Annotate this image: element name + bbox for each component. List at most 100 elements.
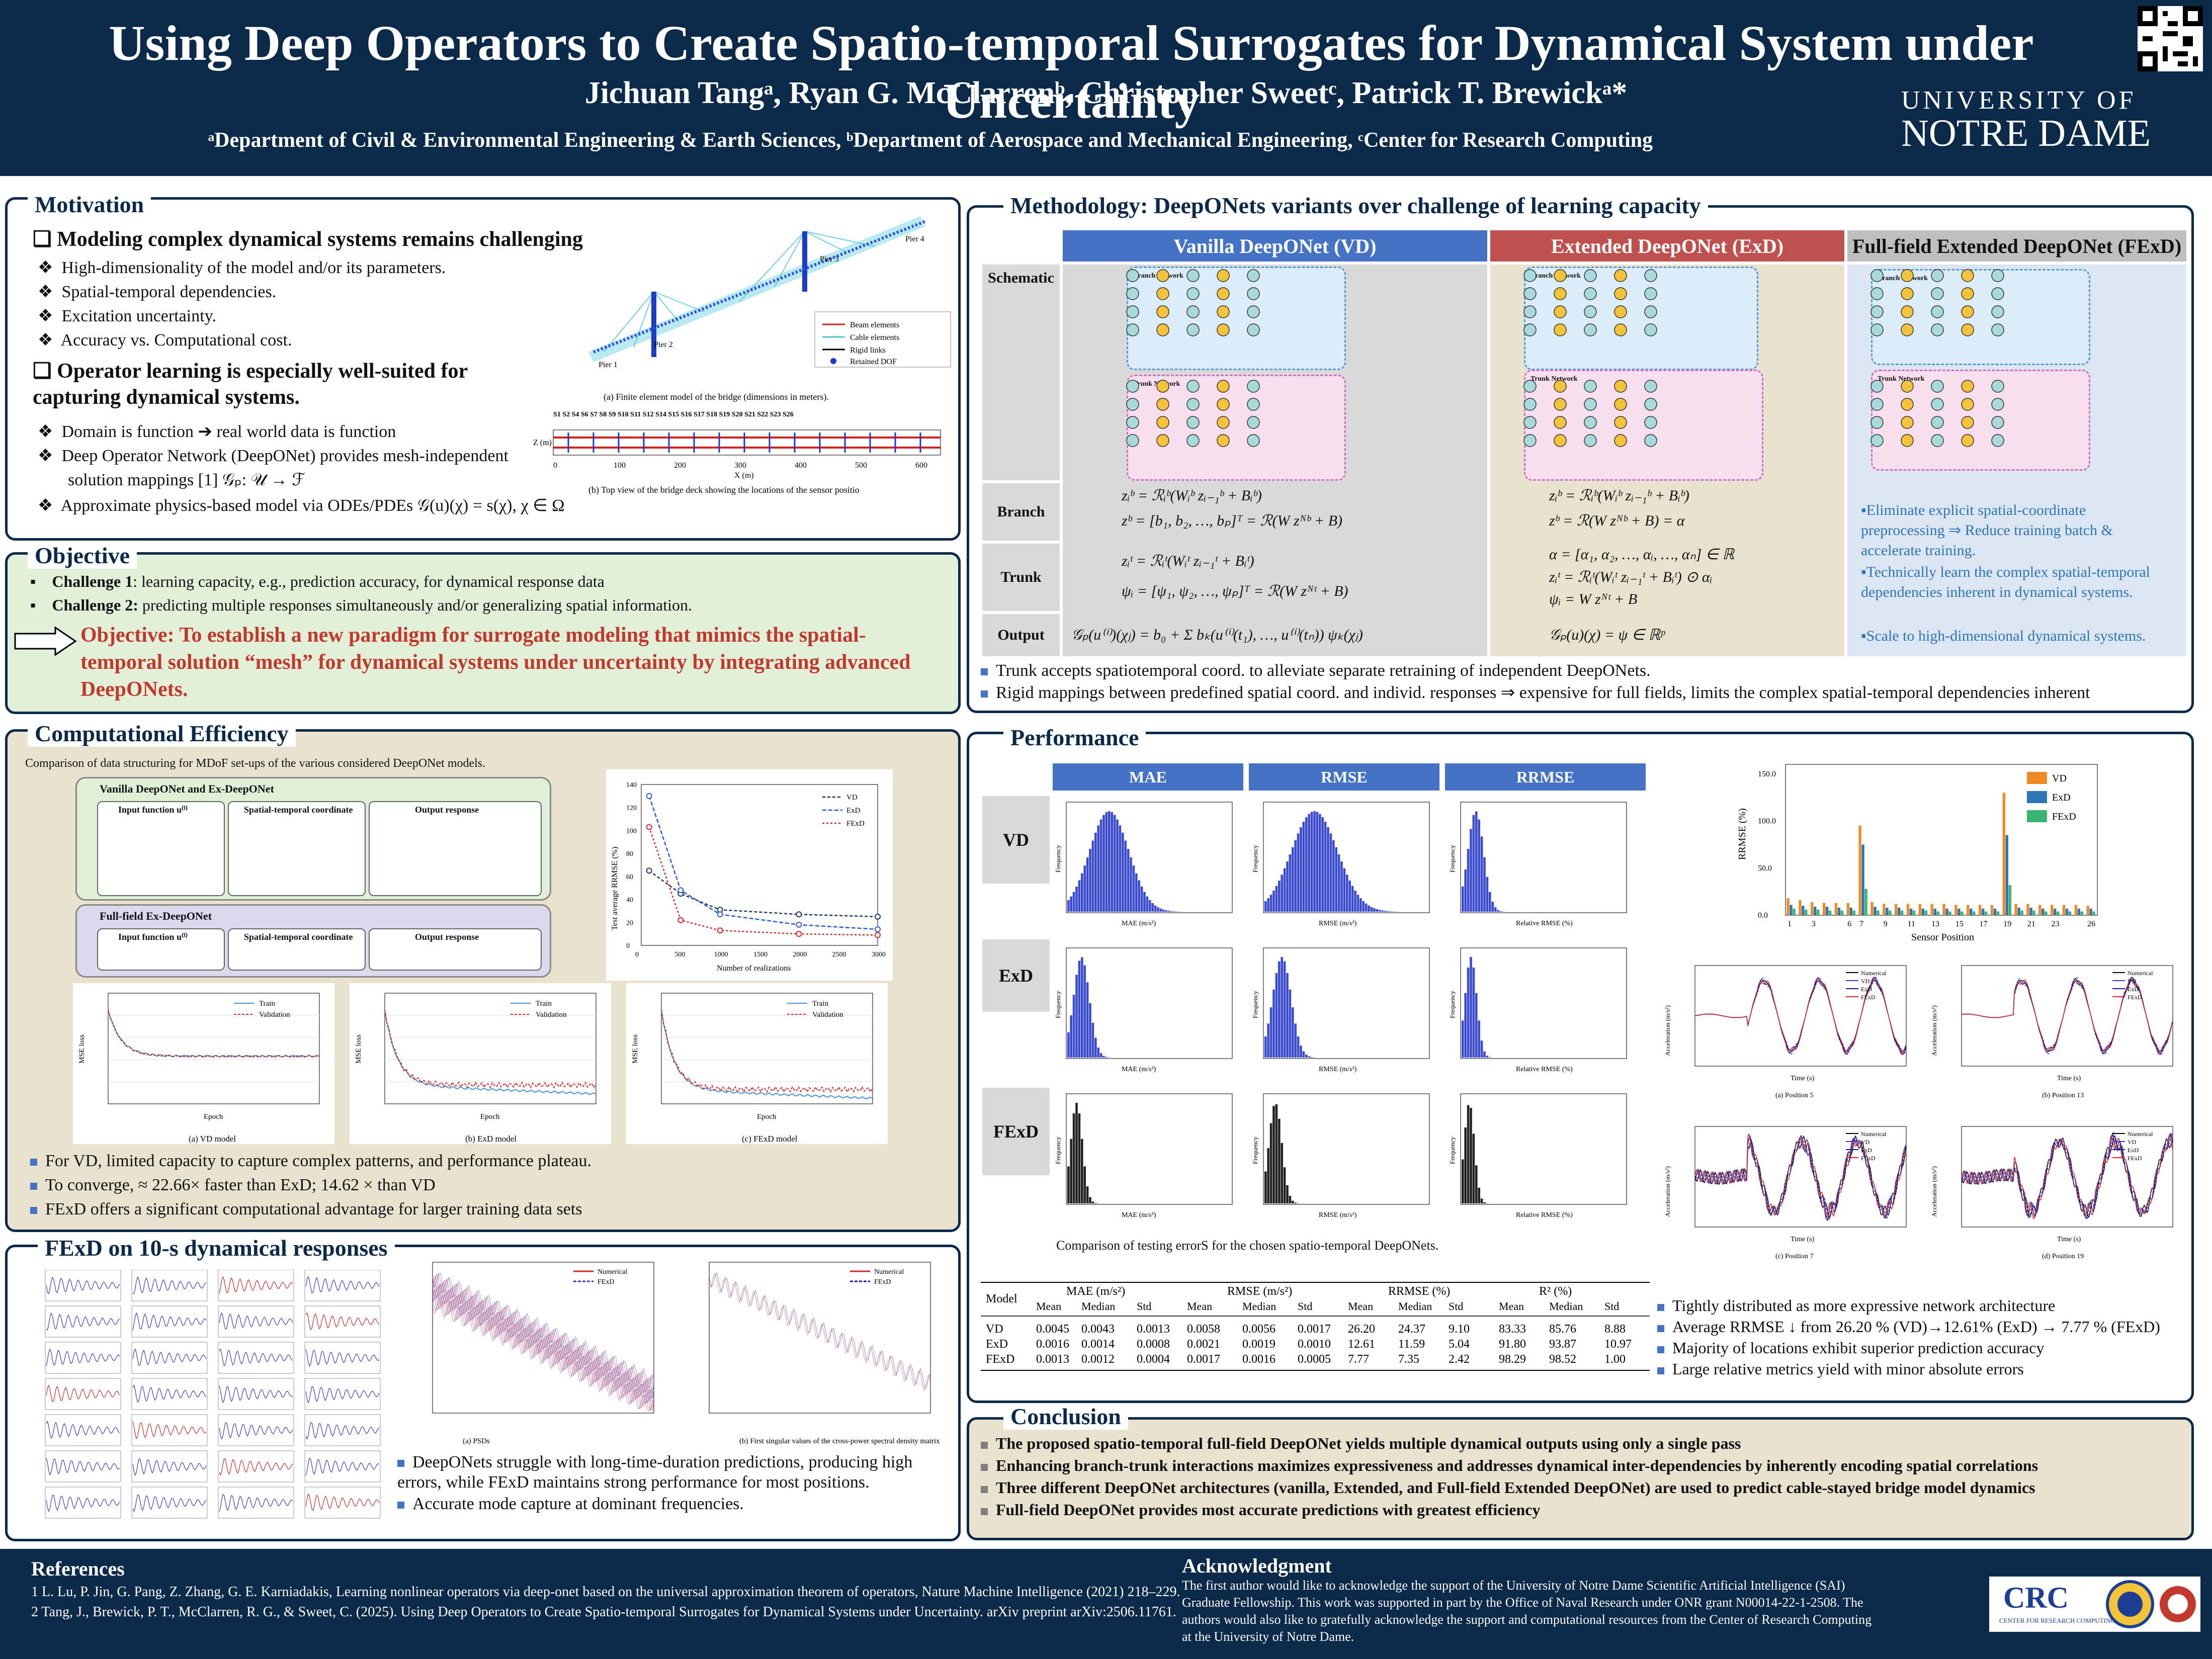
motivation-heading1-text: Modeling complex dynamical systems remai… (57, 228, 583, 251)
box2-coord-col: Spatial-temporal coordinate (228, 928, 366, 971)
histogram-bar (1462, 1159, 1464, 1203)
legend-label: VD (1861, 1139, 1870, 1146)
hist-xlabel: MAE (m/s²) (1122, 1066, 1156, 1073)
onr-seal-icon (2106, 1580, 2154, 1628)
table-header: Model (986, 1292, 1017, 1305)
eq-exd-trunk1: α = [α₁, α₂, …, αᵢ, …, αₙ] ∈ ℝ (1549, 546, 1735, 563)
eq-vd-trunk1: zᵢᵗ = ℛᵢᵗ(Wᵢᵗ zᵢ₋₁ᵗ + Bᵢᵗ) (1122, 553, 1254, 569)
col-input: Input function u⁽ⁱ⁾ (118, 932, 188, 942)
histogram-bar (1467, 968, 1470, 1058)
x-tick-label: 2500 (832, 951, 846, 958)
histogram-bar (1151, 903, 1154, 912)
data-point (875, 932, 881, 938)
box1-coord-col: Spatial-temporal coordinate (228, 801, 366, 896)
sponsor-logos: CRC CENTER FOR RESEARCH COMPUTING (1989, 1577, 2200, 1632)
data-point (796, 911, 802, 918)
histogram-bar (1154, 905, 1157, 912)
objective-statement: Objective: To establish a new paradigm f… (80, 624, 911, 701)
exd-trunk-network: Trunk Network (1524, 370, 1763, 481)
ts-caption: (c) Position 7 (1775, 1253, 1813, 1260)
histogram-bar (1162, 909, 1165, 912)
eq-exd-branch1: zᵢᵇ = ℛᵢᵇ(Wᵢᵇ zᵢ₋₁ᵇ + Bᵢᵇ) (1549, 487, 1689, 504)
col-vd-header: Vanilla DeepONet (VD) (1061, 229, 1489, 263)
bridge-deck-topview: S1 S2 S4 S6 S7 S8 S9 S10 S11 S12 S14 S15… (533, 411, 941, 495)
sensor-labels: S1 S2 S4 S6 S7 S8 S9 S10 S11 S12 S14 S15… (553, 411, 794, 418)
histogram-bar (1089, 1003, 1091, 1058)
ack-line: Graduate Fellowship. This work was suppo… (1182, 1595, 1863, 1610)
bridge-caption-a: (a) Finite element model of the bridge (… (604, 392, 829, 402)
histogram-bar (1475, 993, 1478, 1058)
motivation-heading2-text: Operator learning is especially well-sui… (33, 360, 468, 409)
histogram-bar (1356, 895, 1359, 912)
table-header: R² (%) (1539, 1285, 1572, 1298)
histogram-bar (1294, 840, 1297, 912)
histogram-bar (1289, 1195, 1292, 1203)
histogram-bar (1119, 825, 1122, 912)
bar-FExD (2045, 911, 2048, 915)
conclusion-item-text: Full-field DeepONet provides most accura… (996, 1501, 1541, 1519)
bar-ExD (2053, 908, 2057, 915)
table-cell: 0.0004 (1137, 1353, 1170, 1366)
x-axis-label: Number of realizations (717, 964, 791, 973)
methodology-title: Methodology: DeepONets variants over cha… (1003, 192, 1708, 219)
deck-xlabel: X (m) (734, 471, 754, 480)
bar-ExD (2089, 908, 2092, 915)
validation-curve (384, 1009, 597, 1089)
thumbnail (304, 1487, 381, 1519)
authors: Jichuan Tangᵃ, Ryan G. McClarrenᵇ, Chris… (584, 76, 1628, 110)
bar-ExD (1874, 907, 1877, 915)
histogram-bar (1480, 1198, 1483, 1203)
histogram-bar (1483, 1051, 1486, 1058)
bar-VD (1895, 904, 1898, 915)
y-tick-label: 80 (626, 850, 633, 858)
legend-swatch (2027, 772, 2047, 784)
fexd10-bullet: Accurate mode capture at dominant freque… (397, 1495, 744, 1514)
thumbnail-trace (132, 1312, 207, 1330)
conclusion-item: Three different DeepONet architectures (… (981, 1478, 2035, 1497)
university-line2: NOTRE DAME (1901, 112, 2151, 154)
table-cell: 0.0013 (1036, 1353, 1069, 1366)
qr-code-icon[interactable] (2138, 6, 2203, 71)
conclusion-item-text: The proposed spatio-temporal full-field … (996, 1434, 1741, 1452)
histogram-bar (1286, 861, 1289, 912)
histogram-bar (1499, 911, 1502, 912)
bar-FExD (1961, 911, 1964, 915)
fexd-structure-box: Full-field Ex-DeepONet Input function u⁽… (75, 904, 551, 978)
plot-frame (1694, 1126, 1907, 1228)
histogram-bar (1278, 1118, 1281, 1203)
legend-label: VD (2052, 773, 2067, 784)
histogram-bar (1278, 961, 1281, 1058)
hist-ylabel: Frequency (1449, 1137, 1456, 1164)
box1-output-col: Output response (369, 801, 542, 896)
histogram-bar (1348, 881, 1351, 912)
affiliations: ᵃDepartment of Civil & Environmental Eng… (208, 129, 1653, 152)
histogram-bar (1135, 873, 1138, 912)
histogram-bar (1343, 868, 1346, 912)
legend-swatch (2027, 791, 2047, 803)
bar-VD (2014, 904, 2017, 915)
legend-label: Train (812, 1000, 828, 1008)
box1-input-col: Input function u⁽ⁱ⁾ (97, 801, 225, 896)
ack-line: The first author would like to acknowled… (1182, 1578, 1845, 1593)
x-tick-label: 15 (1955, 920, 1964, 928)
crc-logo: CRC (2003, 1581, 2069, 1614)
histogram-bar (1370, 907, 1373, 912)
deck-xtick: 100 (614, 461, 626, 470)
motivation-item: ❖ Domain is function ➔ real world data i… (38, 422, 396, 441)
histogram-bar (1264, 901, 1267, 912)
histogram-bar (1170, 911, 1173, 912)
plot-frame (108, 993, 320, 1104)
motivation-item-text: Deep Operator Network (DeepONet) provide… (61, 447, 508, 465)
col-input: Input function u⁽ⁱ⁾ (118, 805, 188, 815)
y-tick-label: 0.0 (1758, 911, 1768, 920)
exd-branch-network: Branch Network (1524, 267, 1758, 370)
histogram-frame (1460, 1093, 1627, 1205)
x-tick-label: 6 (1847, 920, 1851, 928)
histogram-bar (1313, 811, 1316, 912)
bar-VD (1811, 902, 1814, 915)
hist-xlabel: Relative RMSE (%) (1516, 920, 1573, 927)
histogram-bar (1078, 880, 1081, 912)
challenge1-label: Challenge 1 (52, 572, 133, 590)
histogram-bar (1483, 857, 1486, 912)
hist-ylabel: Frequency (1251, 991, 1259, 1018)
